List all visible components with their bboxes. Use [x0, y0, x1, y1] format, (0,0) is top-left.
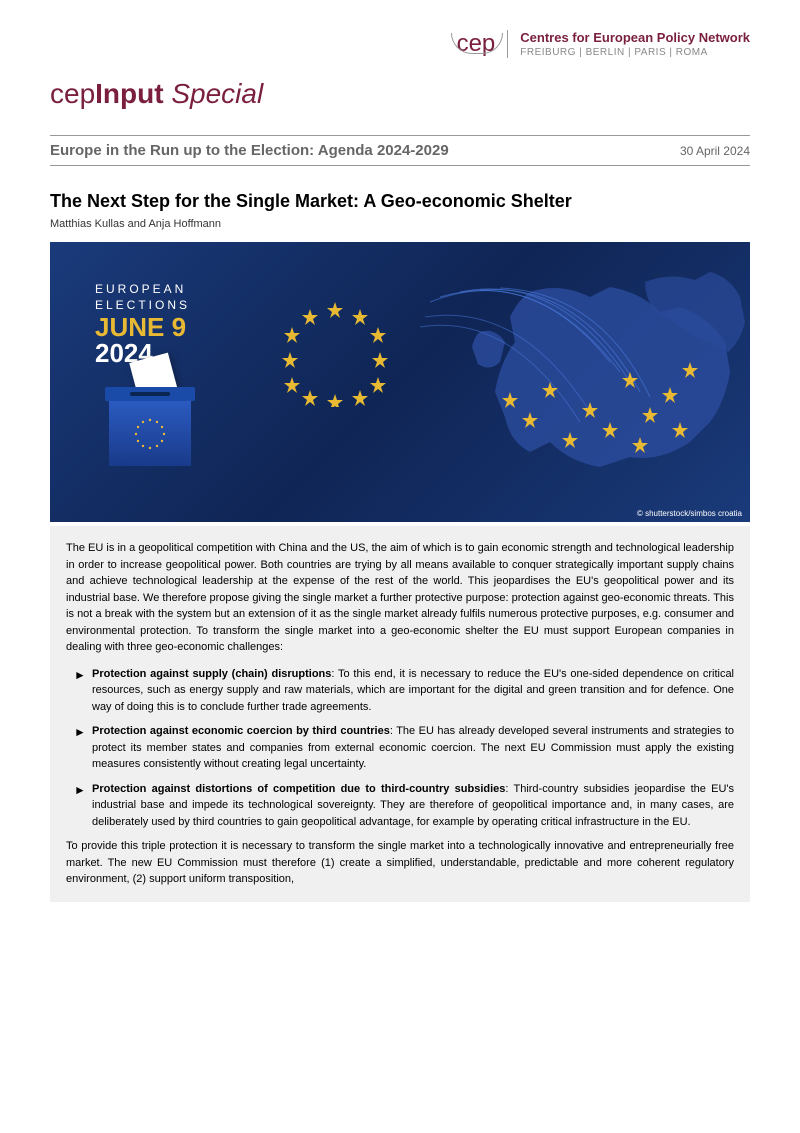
logo-block: cep Centres for European Policy Network … — [457, 30, 750, 58]
bullet-title: Protection against supply (chain) disrup… — [92, 668, 331, 680]
logo-mark: cep — [457, 30, 496, 58]
logo-title: Centres for European Policy Network — [520, 30, 750, 45]
bullet-marker-icon: ► — [74, 666, 92, 716]
bullet-item: ► Protection against economic coercion b… — [74, 723, 734, 773]
hero-june: JUNE 9 — [95, 314, 190, 340]
body-text: The EU is in a geopolitical competition … — [50, 526, 750, 902]
bullet-content: Protection against supply (chain) disrup… — [92, 666, 734, 716]
intro-paragraph: The EU is in a geopolitical competition … — [66, 540, 734, 656]
bullet-item: ► Protection against distortions of comp… — [74, 781, 734, 831]
outro-paragraph: To provide this triple protection it is … — [66, 838, 734, 888]
ballot-box-icon — [105, 387, 195, 472]
bullet-list: ► Protection against supply (chain) disr… — [74, 666, 734, 831]
hero-line1: EUROPEAN — [95, 282, 190, 296]
bullet-title: Protection against distortions of compet… — [92, 783, 505, 795]
publication-date: 30 April 2024 — [680, 144, 750, 158]
series-prefix: cep — [50, 78, 95, 109]
europe-map-graphic — [330, 242, 750, 522]
hero-text-block: EUROPEAN ELECTIONS JUNE 9 2024 — [95, 282, 190, 366]
bullet-item: ► Protection against supply (chain) disr… — [74, 666, 734, 716]
series-suffix: Special — [171, 78, 263, 109]
eu-stars-circle — [280, 297, 390, 407]
hero-image: EUROPEAN ELECTIONS JUNE 9 2024 © shutter… — [50, 242, 750, 522]
bullet-title: Protection against economic coercion by … — [92, 725, 390, 737]
bullet-marker-icon: ► — [74, 723, 92, 773]
subtitle: Europe in the Run up to the Election: Ag… — [50, 142, 449, 159]
bullet-marker-icon: ► — [74, 781, 92, 831]
series-title: cepInput Special — [50, 78, 750, 110]
header: cep Centres for European Policy Network … — [50, 30, 750, 58]
logo-text: Centres for European Policy Network FREI… — [507, 30, 750, 58]
subtitle-row: Europe in the Run up to the Election: Ag… — [50, 135, 750, 166]
series-main: Input — [95, 78, 163, 109]
article-title: The Next Step for the Single Market: A G… — [50, 191, 750, 212]
bullet-content: Protection against distortions of compet… — [92, 781, 734, 831]
logo-cities: FREIBURG | BERLIN | PARIS | ROMA — [520, 47, 750, 58]
image-credit: © shutterstock/simbos croatia — [637, 509, 742, 518]
hero-line2: ELECTIONS — [95, 298, 190, 312]
bullet-content: Protection against economic coercion by … — [92, 723, 734, 773]
authors: Matthias Kullas and Anja Hoffmann — [50, 218, 750, 230]
